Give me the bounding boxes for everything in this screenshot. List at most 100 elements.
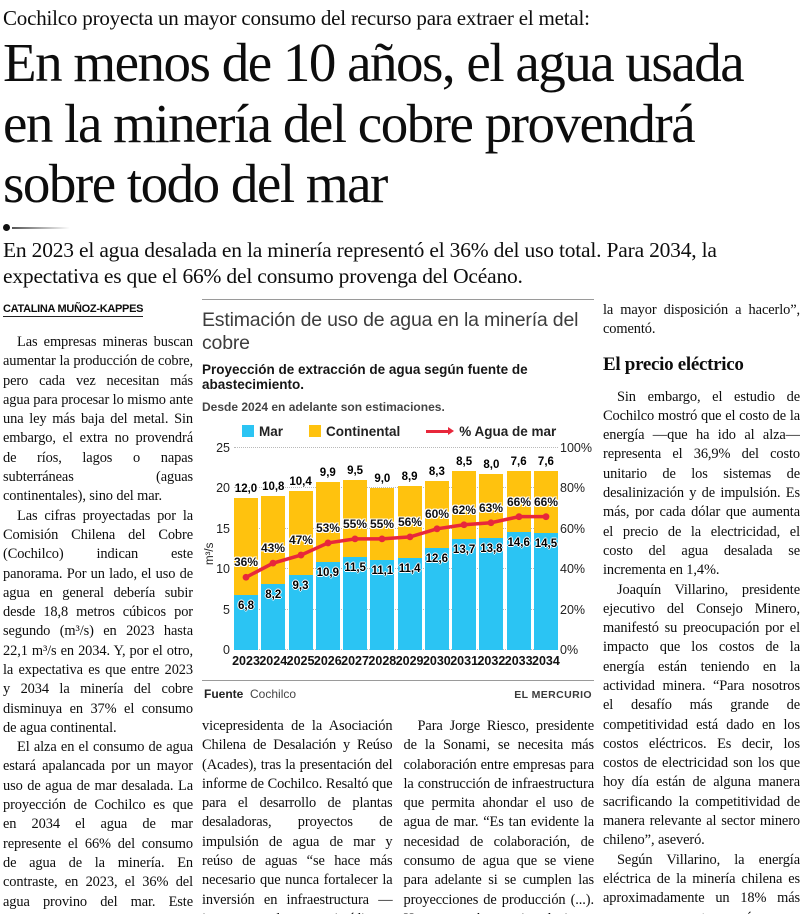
headline: En menos de 10 años, el agua usada en la… bbox=[3, 32, 745, 214]
chart-plot-outer: Mar Continental% Agua de mar m³/s 0 0% 5 20%… bbox=[204, 424, 592, 668]
gridline bbox=[234, 648, 558, 650]
mar-value-label: 11,5 bbox=[344, 562, 366, 575]
y-axis-tick-right: 40% bbox=[560, 562, 586, 577]
y-axis-tick-right: 0% bbox=[560, 642, 579, 657]
deck: En 2023 el agua desalada en la minería r… bbox=[3, 237, 717, 288]
mar-value-label: 9,3 bbox=[292, 579, 309, 592]
chart-note: Desde 2024 en adelante son estimaciones. bbox=[202, 399, 445, 414]
column-center: Estimación de uso de agua en la minería … bbox=[202, 298, 594, 914]
paragraph: Las empresas mineras buscan aumentar la … bbox=[3, 333, 193, 505]
chart-source-row: Fuente Cochilco EL MERCURIO bbox=[202, 679, 594, 701]
paragraph: vicepresidenta de la Asociación Chilena … bbox=[202, 717, 393, 914]
x-axis-year: 2023 bbox=[232, 653, 260, 668]
paragraph: Para Jorge Riesco, presidente de la Sona… bbox=[403, 717, 595, 914]
headline-divider bbox=[3, 223, 797, 233]
legend-swatch-icon bbox=[242, 425, 254, 438]
x-axis-year: 2033 bbox=[504, 653, 533, 668]
column-mid-2: Para Jorge Riesco, presidente de la Sona… bbox=[404, 717, 595, 914]
bar-group: 9,9 10,9 bbox=[315, 448, 340, 650]
legend-label: Mar bbox=[259, 423, 284, 439]
continental-value-label: 10,8 bbox=[262, 481, 285, 494]
mar-value-label: 11,4 bbox=[398, 562, 421, 575]
mar-value-label: 11,1 bbox=[371, 565, 394, 578]
bar-mar bbox=[533, 532, 558, 650]
legend-line-segment bbox=[426, 430, 449, 433]
continental-value-label: 10,4 bbox=[289, 475, 312, 488]
mar-value-label: 14,6 bbox=[507, 536, 530, 549]
column-right: la mayor disposición a hacerlo”, comentó… bbox=[603, 299, 800, 914]
mar-value-label: 6,8 bbox=[238, 600, 254, 612]
center-text-columns: vicepresidenta de la Asociación Chilena … bbox=[202, 717, 594, 914]
bar-mar bbox=[506, 531, 531, 650]
x-axis-year: 2025 bbox=[286, 653, 315, 668]
x-axis-year: 2031 bbox=[450, 653, 479, 668]
legend-label: % Agua de mar bbox=[459, 423, 557, 439]
continental-value-label: 8,9 bbox=[401, 470, 418, 483]
chart-source: Fuente Cochilco bbox=[204, 687, 296, 701]
bar-group: 7,6 14,5 bbox=[533, 448, 558, 650]
chart-subtitle: Proyección de extracción de agua según f… bbox=[202, 361, 528, 392]
legend-item: Mar bbox=[242, 424, 283, 439]
continental-value-label: 8,0 bbox=[483, 458, 500, 471]
continental-value-label: 7,6 bbox=[537, 456, 554, 469]
paragraph: Según Villarino, la energía eléctrica de… bbox=[603, 851, 800, 914]
continental-value-label: 9,5 bbox=[347, 465, 364, 478]
y-axis-tick-right: 100% bbox=[560, 440, 592, 455]
x-axis-year: 2026 bbox=[313, 653, 342, 668]
divider-line bbox=[12, 226, 70, 229]
bar-group: 9,5 11,5 bbox=[343, 448, 368, 650]
water-use-chart: Estimación de uso de agua en la minería … bbox=[202, 298, 594, 701]
continental-value-label: 9,0 bbox=[374, 472, 391, 485]
section-subhead: El precio eléctrico bbox=[603, 353, 744, 375]
y-axis-tick-right: 60% bbox=[560, 521, 586, 536]
continental-value-label: 12,0 bbox=[234, 483, 258, 496]
y-axis-tick-left: 15 bbox=[216, 521, 230, 536]
paragraph: la mayor disposición a hacerlo”, comentó… bbox=[603, 301, 800, 338]
bar-group: 7,6 14,6 bbox=[506, 448, 531, 650]
x-axis-year: 2028 bbox=[368, 653, 397, 668]
bar-group: 9,0 11,1 bbox=[370, 448, 395, 650]
chart-legend: Mar Continental % Agua de mar bbox=[242, 424, 556, 439]
paragraph: El alza en el consumo de agua estará apa… bbox=[3, 739, 193, 914]
bar-group: 10,4 9,3 bbox=[288, 448, 313, 650]
pct-label: 63% bbox=[478, 500, 504, 515]
bar-continental bbox=[261, 496, 286, 584]
pct-label: 66% bbox=[533, 494, 559, 509]
byline: CATALINA MUÑOZ-KAPPES bbox=[3, 302, 144, 317]
bar-mar bbox=[261, 583, 286, 650]
legend-label: Continental bbox=[326, 423, 401, 439]
legend-arrow-icon bbox=[448, 427, 455, 436]
x-axis-labels: 2023 2024 2025 2026 2027 2028 2029 2030 2031 2032… bbox=[232, 653, 560, 668]
pct-label: 36% bbox=[233, 555, 259, 570]
pct-label: 62% bbox=[451, 502, 477, 517]
y-axis-tick-right: 80% bbox=[560, 481, 586, 496]
bar-mar bbox=[288, 574, 313, 650]
mar-value-label: 10,9 bbox=[316, 566, 339, 579]
y-axis-tick-left: 0 bbox=[223, 642, 230, 657]
legend-line-icon bbox=[426, 427, 455, 436]
mar-value-label: 8,2 bbox=[265, 588, 282, 601]
chart-credit: EL MERCURIO bbox=[514, 688, 592, 701]
column-left: CATALINA MUÑOZ-KAPPES Las empresas miner… bbox=[3, 299, 193, 914]
legend-item: Continental bbox=[309, 424, 400, 439]
continental-value-label: 8,5 bbox=[456, 455, 473, 468]
y-axis-tick-right: 20% bbox=[560, 602, 586, 617]
x-axis-year: 2029 bbox=[395, 653, 424, 668]
chart-top-rule bbox=[202, 298, 594, 300]
kicker: Cochilco proyecta un mayor consumo del r… bbox=[3, 6, 590, 30]
gridline bbox=[234, 487, 558, 489]
paragraph: Las cifras proyectadas por la Comisión C… bbox=[3, 507, 193, 736]
bar-group: 8,5 13,7 bbox=[452, 448, 477, 650]
y-axis-tick-left: 10 bbox=[216, 562, 230, 577]
y-axis-tick-left: 5 bbox=[223, 602, 230, 617]
bar-mar bbox=[234, 595, 258, 650]
legend-swatch-icon bbox=[309, 425, 322, 438]
bar-group: 8,0 13,8 bbox=[479, 448, 504, 650]
mar-value-label: 14,5 bbox=[534, 537, 558, 550]
bar-group: 8,3 12,6 bbox=[424, 448, 449, 650]
article-columns: CATALINA MUÑOZ-KAPPES Las empresas miner… bbox=[3, 298, 800, 914]
gridline bbox=[234, 446, 558, 448]
mar-value-label: 13,7 bbox=[452, 544, 476, 557]
x-axis-year: 2027 bbox=[341, 653, 369, 668]
source-name: Cochilco bbox=[250, 686, 297, 701]
